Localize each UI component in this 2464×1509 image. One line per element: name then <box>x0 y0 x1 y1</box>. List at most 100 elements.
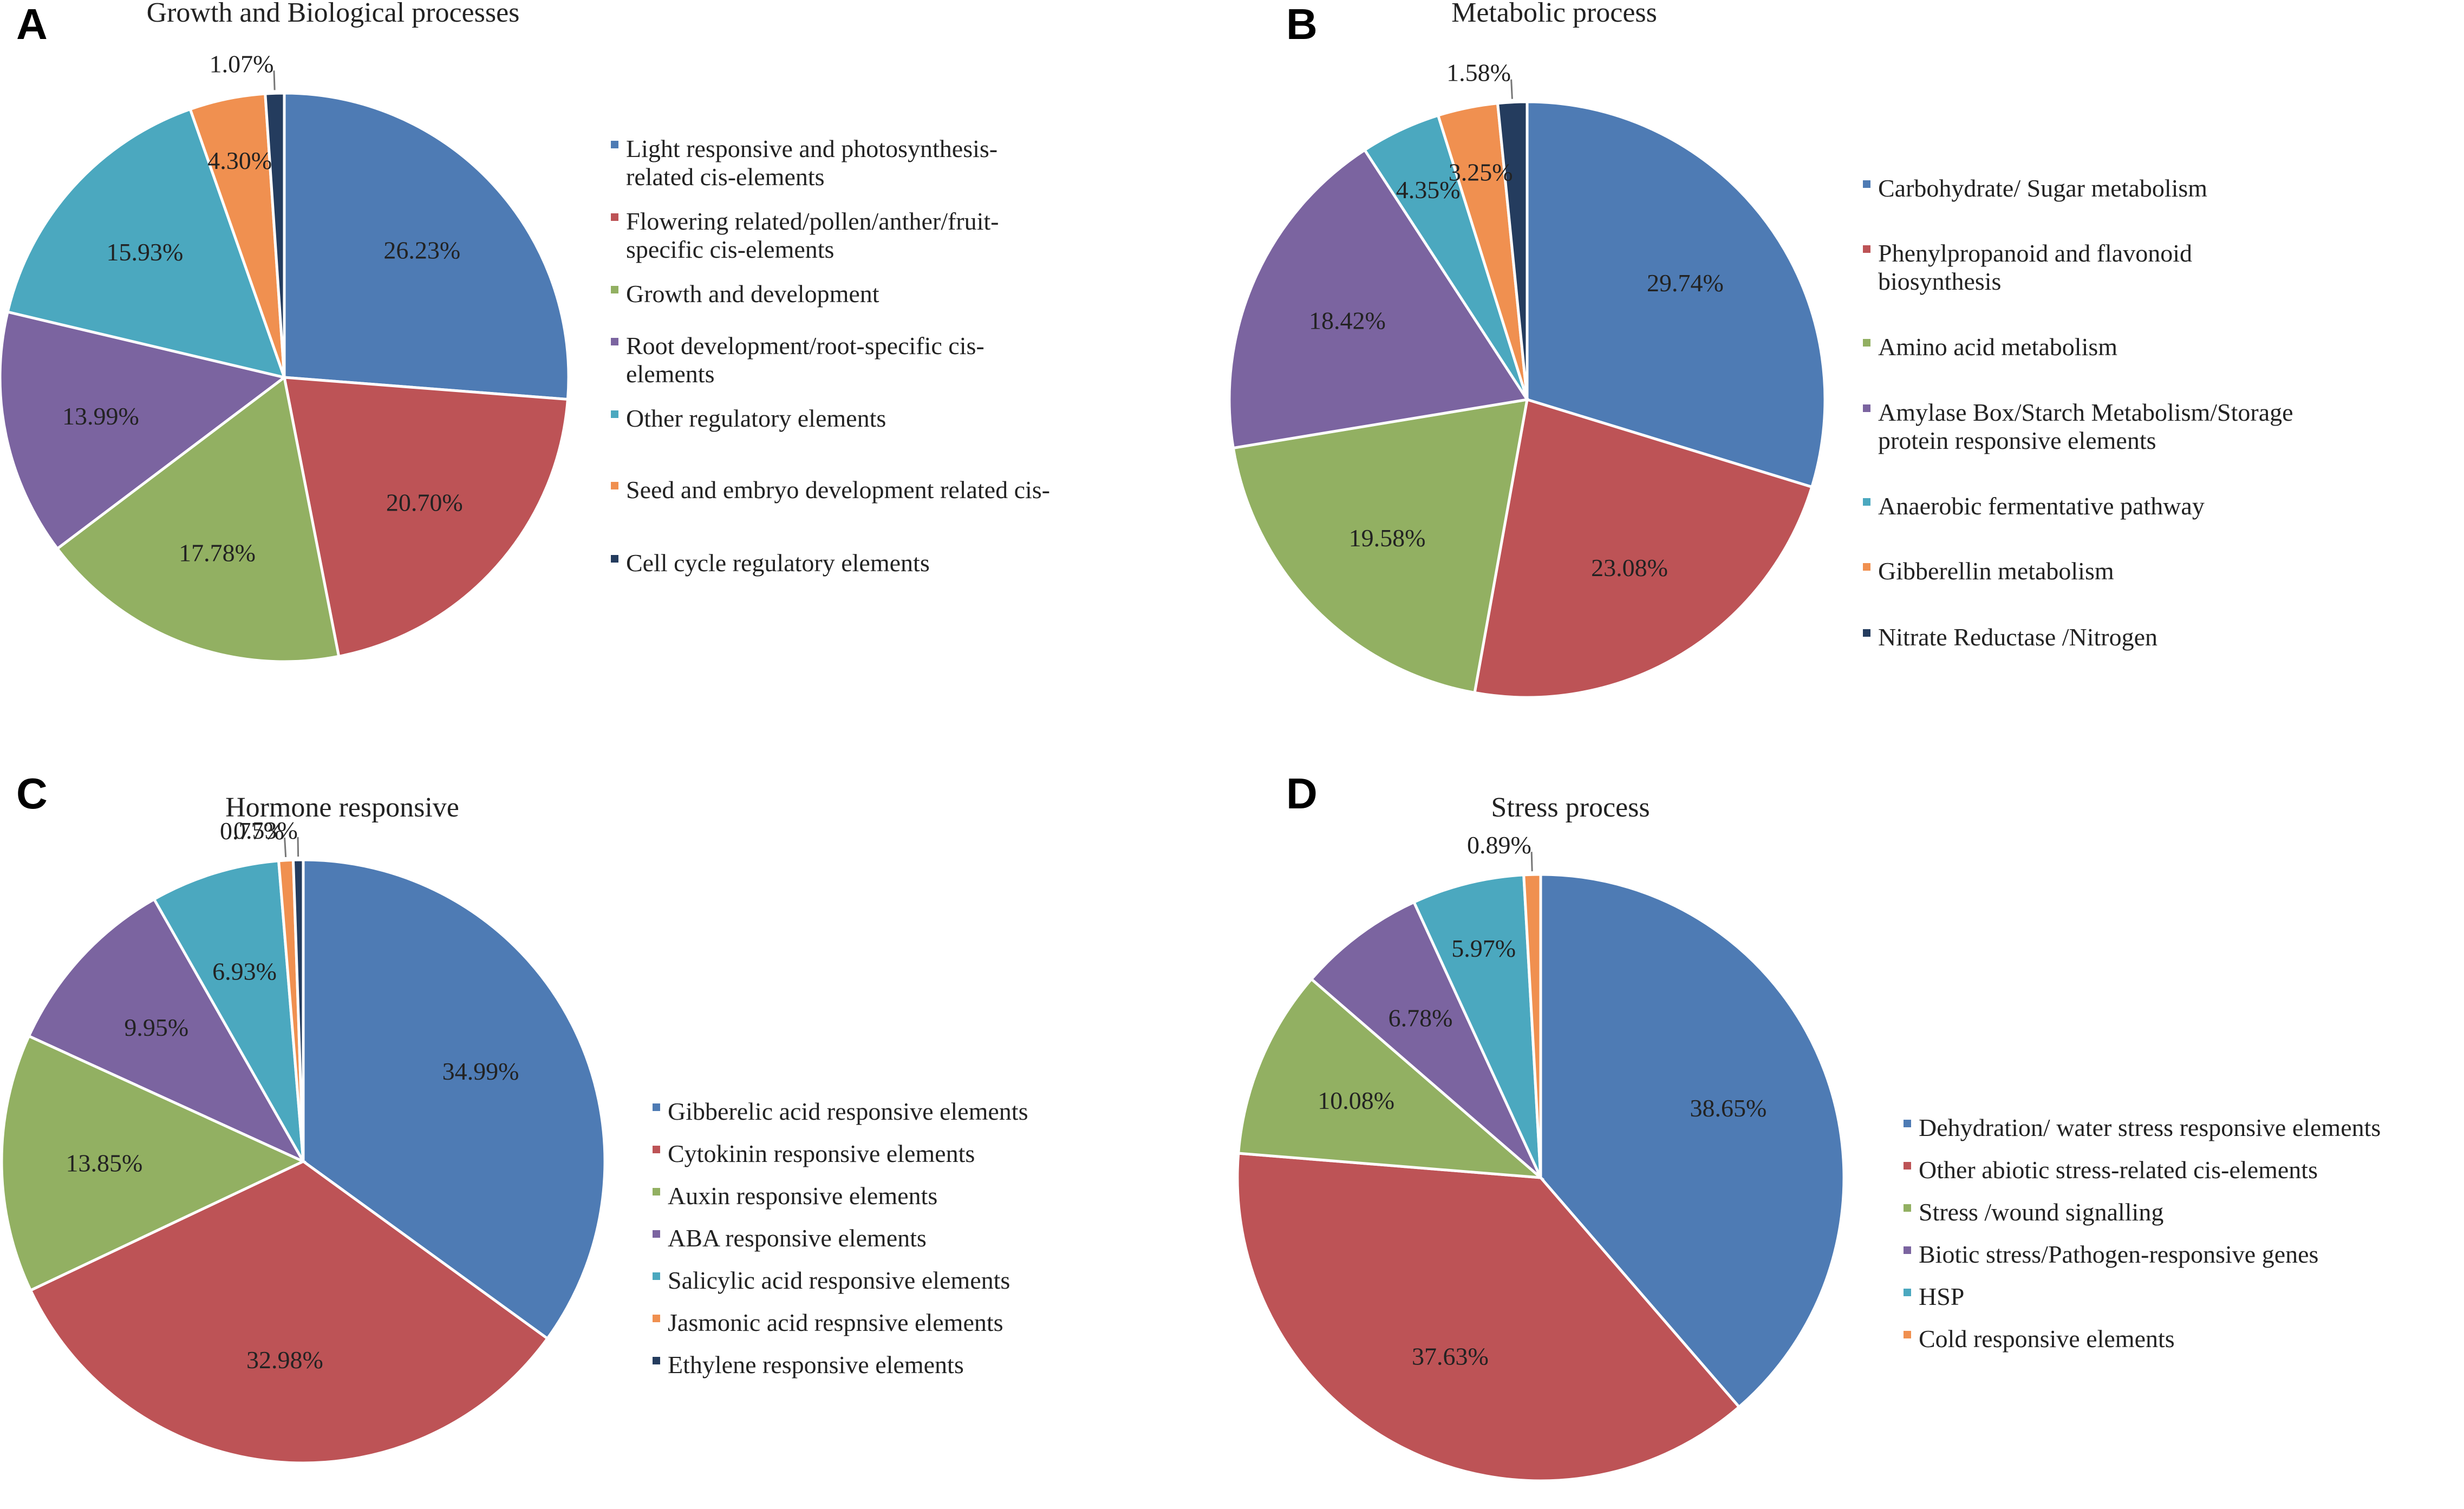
legend-swatch <box>653 1188 660 1196</box>
value-label: 17.78% <box>179 539 256 567</box>
legend-swatch <box>1904 1162 1911 1170</box>
legend-label: Cytokinin responsive elements <box>668 1140 975 1167</box>
value-label: 6.78% <box>1389 1004 1453 1031</box>
legend-label: Seed and embryo development related cis- <box>626 476 1050 504</box>
legend-item: Jasmonic acid respnsive elements <box>653 1309 1003 1336</box>
value-label: 29.74% <box>1647 269 1724 297</box>
legend-label: Anaerobic fermentative pathway <box>1878 492 2205 520</box>
legend-label: Cell cycle regulatory elements <box>626 549 930 577</box>
legend-item: Biotic stress/Pathogen-responsive genes <box>1904 1240 2318 1268</box>
legend-item: Gibberellin metabolism <box>1863 557 2114 585</box>
value-label: 15.93% <box>107 238 184 266</box>
value-label: 4.30% <box>207 147 272 174</box>
legend-item: Gibberelic acid responsive elements <box>653 1098 1028 1125</box>
legend-swatch <box>611 410 618 418</box>
legend-swatch <box>1904 1246 1911 1254</box>
pie-slices <box>1237 874 1844 1481</box>
legend-label: Growth and development <box>626 280 879 308</box>
legend-item: Stress /wound signalling <box>1904 1198 2163 1226</box>
legend-swatch <box>1904 1289 1911 1296</box>
legend-label: protein responsive elements <box>1878 427 2156 454</box>
legend-item: Other abiotic stress-related cis-element… <box>1904 1156 2318 1184</box>
legend-label: Other regulatory elements <box>626 404 886 432</box>
legend-swatch <box>611 338 618 345</box>
legend-swatch <box>1863 629 1870 637</box>
legend-label: Biotic stress/Pathogen-responsive genes <box>1919 1240 2318 1268</box>
legend-item: Carbohydrate/ Sugar metabolism <box>1863 174 2207 202</box>
legend-swatch <box>653 1272 660 1280</box>
legend-label: Nitrate Reductase /Nitrogen <box>1878 623 2157 651</box>
legend-swatch <box>611 482 618 489</box>
legend-swatch <box>653 1230 660 1238</box>
legend-item: Growth and development <box>611 280 879 308</box>
panel-letter: B <box>1286 0 1318 48</box>
legend-label: Root development/root-specific cis- <box>626 332 985 360</box>
legend-swatch <box>1863 498 1870 506</box>
legend-item: Cell cycle regulatory elements <box>611 549 930 577</box>
value-label: 10.08% <box>1318 1087 1394 1114</box>
legend-swatch <box>653 1103 660 1111</box>
value-label: 5.97% <box>1451 935 1516 962</box>
value-label: 3.25% <box>1449 159 1513 186</box>
legend-label: biosynthesis <box>1878 267 2001 295</box>
legend-label: specific cis-elements <box>626 236 834 263</box>
legend-swatch <box>1904 1120 1911 1127</box>
value-label: 37.63% <box>1412 1343 1489 1370</box>
legend-label: elements <box>626 360 715 388</box>
legend-label: Amylase Box/Starch Metabolism/Storage <box>1878 399 2293 426</box>
legend-swatch <box>611 213 618 221</box>
legend-swatch <box>653 1357 660 1364</box>
legend-label: related cis-elements <box>626 163 825 191</box>
value-label: 23.08% <box>1591 554 1668 582</box>
legend-label: Salicylic acid responsive elements <box>668 1266 1010 1294</box>
value-label: 13.85% <box>66 1149 142 1177</box>
panel-letter: A <box>16 0 48 48</box>
value-label: 19.58% <box>1349 524 1426 552</box>
legend-item: Amino acid metabolism <box>1863 333 2117 361</box>
value-label: 0.89% <box>1467 831 1531 859</box>
value-label: 1.07% <box>210 50 274 77</box>
legend-label: Phenylpropanoid and flavonoid <box>1878 239 2192 267</box>
legend-item: Anaerobic fermentative pathway <box>1863 492 2205 520</box>
legend-swatch <box>1863 339 1870 347</box>
legend-item: Ethylene responsive elements <box>653 1351 964 1379</box>
value-label: 18.42% <box>1309 307 1386 335</box>
legend-label: Jasmonic acid respnsive elements <box>668 1309 1003 1336</box>
legend-swatch <box>611 286 618 293</box>
leader-line <box>274 70 275 90</box>
legend-swatch <box>1863 180 1870 188</box>
leader-line <box>1531 852 1532 871</box>
legend-label: Carbohydrate/ Sugar metabolism <box>1878 174 2207 202</box>
legend-swatch <box>611 555 618 563</box>
legend-label: Auxin responsive elements <box>668 1182 937 1210</box>
value-label: 38.65% <box>1690 1094 1766 1122</box>
legend-swatch <box>1863 245 1870 253</box>
legend-label: Gibberellin metabolism <box>1878 557 2114 585</box>
legend-label: Stress /wound signalling <box>1919 1198 2163 1226</box>
chart-title: Stress process <box>1491 792 1650 823</box>
legend-item: ABA responsive elements <box>653 1224 927 1252</box>
value-label: 13.99% <box>62 402 139 430</box>
legend-label: Gibberelic acid responsive elements <box>668 1098 1028 1125</box>
legend-item: Auxin responsive elements <box>653 1182 937 1210</box>
legend-label: HSP <box>1919 1283 1964 1310</box>
value-label: 20.70% <box>386 488 463 516</box>
value-label: 1.58% <box>1446 59 1511 87</box>
legend-item: Other regulatory elements <box>611 404 886 432</box>
panel-letter: D <box>1286 769 1318 818</box>
legend-item: Cold responsive elements <box>1904 1325 2175 1353</box>
legend-label: ABA responsive elements <box>668 1224 927 1252</box>
legend-label: Light responsive and photosynthesis- <box>626 135 998 162</box>
value-label: 34.99% <box>442 1057 519 1085</box>
legend-label: Dehydration/ water stress responsive ele… <box>1919 1114 2381 1141</box>
pie-slices <box>0 93 569 662</box>
legend-item: Nitrate Reductase /Nitrogen <box>1863 623 2157 651</box>
value-label: 0.53% <box>233 816 298 844</box>
figure-canvas: A Growth and Biological processes 26.23%… <box>0 0 2464 1509</box>
legend-item: Cytokinin responsive elements <box>653 1140 975 1167</box>
legend-swatch <box>1904 1331 1911 1338</box>
value-label: 26.23% <box>383 237 460 264</box>
value-label: 32.98% <box>246 1346 323 1374</box>
legend-swatch <box>611 141 618 148</box>
legend-label: Cold responsive elements <box>1919 1325 2175 1353</box>
